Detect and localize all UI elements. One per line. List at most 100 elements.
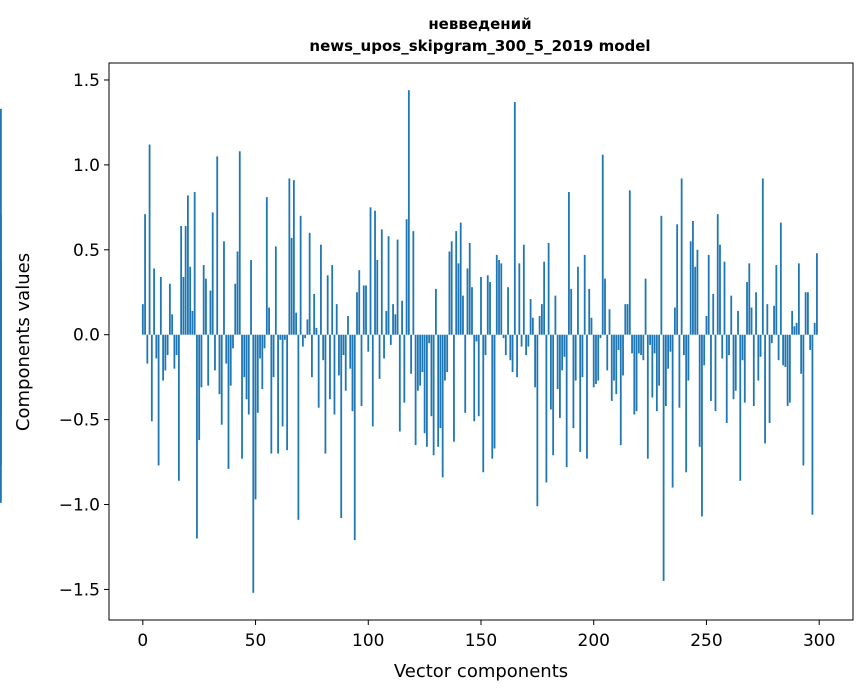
bar: [448, 251, 451, 335]
bar: [701, 334, 703, 517]
bar: [268, 307, 270, 335]
bar: [631, 334, 633, 354]
bar: [430, 334, 433, 417]
bar: [534, 334, 537, 388]
bar: [617, 334, 620, 350]
bar: [407, 90, 410, 335]
y-tick-label: 1.0: [73, 156, 100, 176]
bar: [150, 334, 153, 422]
bar: [507, 287, 509, 335]
bar: [353, 334, 356, 541]
bar: [804, 292, 807, 335]
bar: [313, 293, 316, 335]
bar: [286, 334, 289, 451]
bar: [484, 334, 487, 356]
bar: [671, 334, 674, 488]
bar: [601, 154, 604, 335]
bar: [439, 334, 442, 429]
bar: [218, 334, 221, 395]
bar: [595, 334, 597, 384]
bar: [416, 334, 419, 391]
bar: [329, 334, 331, 400]
bar: [326, 275, 329, 335]
bar: [432, 334, 435, 456]
bar: [279, 334, 282, 340]
bar: [590, 317, 593, 335]
bar: [504, 334, 507, 356]
bar: [658, 334, 661, 386]
bar: [153, 268, 155, 335]
bar: [655, 334, 658, 412]
bar: [520, 334, 523, 347]
bar: [788, 334, 791, 403]
bar: [333, 334, 336, 415]
bar: [482, 334, 485, 473]
bar: [624, 304, 627, 335]
x-tick-label: 100: [352, 631, 384, 651]
bar: [529, 299, 532, 335]
bar: [166, 334, 169, 356]
bar: [581, 334, 584, 378]
bar: [380, 229, 383, 335]
bar: [229, 334, 232, 386]
bar: [750, 307, 753, 335]
y-tick-label: −1.0: [59, 496, 100, 516]
bar: [464, 334, 467, 413]
bar: [489, 282, 491, 335]
bar: [732, 334, 735, 400]
bar: [800, 334, 803, 374]
y-axis-ticks: −1.5 −1.0 −0.5 0.0 0.5 1.0 1.5: [59, 71, 109, 600]
bar: [633, 334, 636, 415]
bar: [592, 334, 595, 388]
bar: [180, 226, 183, 335]
bar: [265, 197, 268, 335]
bar: [570, 288, 573, 335]
bar: [509, 334, 512, 361]
bar: [786, 334, 789, 407]
bar: [214, 334, 216, 371]
bar: [809, 334, 812, 350]
bar: [446, 334, 449, 373]
bar: [651, 334, 654, 398]
bar: [498, 259, 500, 335]
bar: [144, 214, 146, 335]
bar: [419, 334, 422, 386]
bar: [351, 334, 354, 412]
bar: [389, 334, 392, 345]
bar: [556, 334, 559, 390]
bar: [182, 276, 185, 335]
bar: [468, 243, 471, 335]
bar: [531, 317, 534, 335]
bar: [225, 334, 228, 364]
bar: [410, 334, 413, 374]
bar: [710, 334, 712, 401]
bar: [644, 278, 647, 335]
bar: [423, 334, 426, 434]
bar: [480, 276, 482, 335]
bar: [216, 156, 219, 335]
bar: [243, 334, 246, 378]
bar: [315, 327, 318, 335]
bar: [761, 178, 764, 335]
bar: [579, 334, 582, 452]
bar: [232, 334, 234, 349]
bar: [256, 334, 259, 413]
bar: [236, 251, 239, 335]
bar: [383, 334, 385, 359]
bar: [245, 334, 248, 400]
bar: [746, 282, 748, 335]
bar: [606, 334, 609, 371]
bar: [725, 334, 728, 424]
bar: [250, 259, 252, 335]
bar: [561, 334, 564, 371]
bar: [737, 310, 739, 335]
bar: [764, 334, 766, 444]
bar: [680, 178, 683, 335]
y-tick-label: 0.5: [73, 241, 100, 261]
bar: [793, 326, 796, 335]
bar: [577, 266, 579, 335]
bar: [619, 334, 622, 446]
bar: [667, 334, 670, 369]
bar: [703, 334, 706, 366]
bar: [347, 316, 349, 335]
